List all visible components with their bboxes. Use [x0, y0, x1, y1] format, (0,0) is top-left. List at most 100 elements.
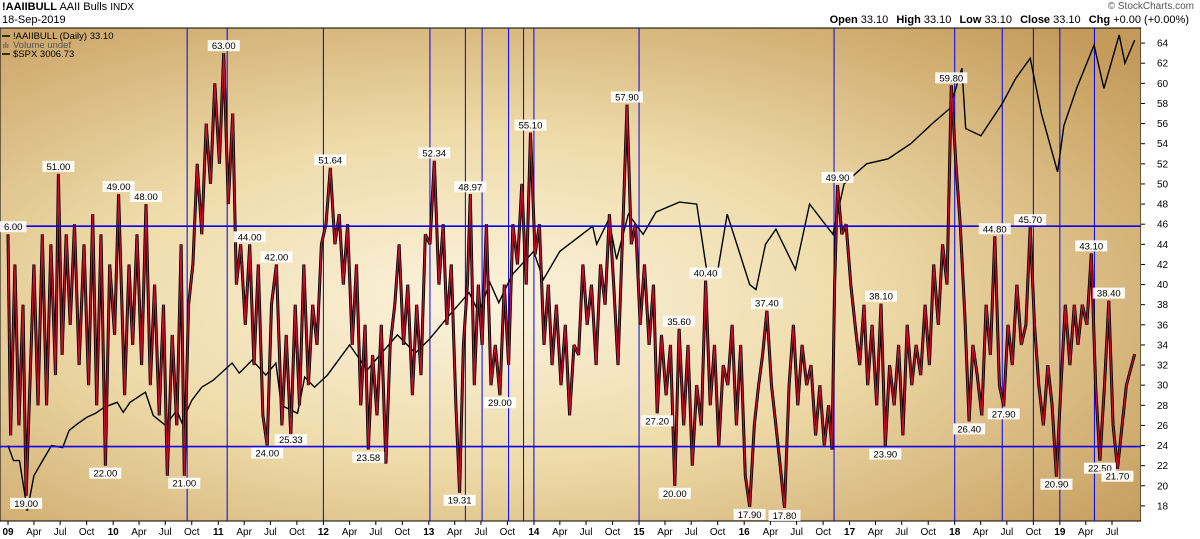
bulls-series-line — [7, 53, 1136, 508]
annotation-box — [1092, 287, 1125, 299]
y-tick-label: 30 — [1157, 381, 1169, 392]
annotation-box — [658, 487, 691, 499]
x-tick-label: Oct — [289, 527, 305, 538]
annotation-box — [935, 72, 968, 84]
value-annotation: 6.00 — [0, 221, 27, 233]
x-tick-label: Oct — [1026, 527, 1042, 538]
annotation-box — [0, 221, 27, 233]
value-annotation: 59.80 — [935, 72, 968, 84]
annotation-box — [514, 119, 547, 131]
annotation-box — [978, 223, 1011, 235]
annotation-label: 45.70 — [1018, 215, 1042, 226]
x-tick-label: Jul — [264, 527, 277, 538]
x-tick-label: Oct — [815, 527, 831, 538]
value-annotation: 23.90 — [869, 448, 902, 461]
x-tick-label: Jul — [1106, 527, 1119, 538]
value-annotation: 21.00 — [168, 477, 201, 490]
annotation-label: 21.70 — [1106, 472, 1130, 483]
annotation-label: 24.00 — [255, 449, 279, 460]
value-annotation: 35.60 — [663, 315, 696, 328]
value-annotation: 38.40 — [1092, 287, 1125, 300]
y-tick-label: 62 — [1157, 59, 1169, 70]
y-tick-label: 60 — [1157, 79, 1169, 90]
value-annotation: 26.40 — [953, 423, 986, 435]
value-annotation: 20.90 — [1040, 478, 1073, 491]
quote-value-low: 33.10 — [984, 14, 1016, 26]
annotation-label: 35.60 — [667, 317, 691, 328]
annotation-label: 27.20 — [645, 416, 669, 427]
annotation-label: 29.00 — [488, 398, 512, 409]
x-tick-label: 14 — [528, 527, 540, 538]
annotation-box — [1101, 470, 1134, 482]
annotation-box — [443, 494, 476, 506]
y-tick-label: 26 — [1157, 421, 1169, 432]
y-tick-label: 28 — [1157, 401, 1169, 412]
annotation-box — [610, 91, 643, 103]
annotation-label: 6.00 — [4, 222, 23, 233]
x-tick-label: Jul — [580, 527, 593, 538]
y-tick-label: 58 — [1157, 99, 1169, 110]
annotation-label: 59.80 — [939, 73, 963, 84]
annotation-label: 22.00 — [93, 469, 117, 480]
annotation-label: 20.00 — [663, 489, 687, 500]
annotation-box — [102, 181, 135, 193]
quote-value-close: 33.10 — [1053, 14, 1084, 26]
annotation-label: 51.00 — [47, 162, 71, 173]
annotation-box — [1075, 240, 1108, 252]
annotation-label: 44.80 — [983, 224, 1007, 235]
volume-bars-icon — [7, 44, 9, 48]
annotation-label: 17.80 — [773, 511, 797, 522]
x-tick-label: Apr — [552, 527, 568, 538]
annotation-label: 25.33 — [279, 435, 303, 446]
x-tick-label: Oct — [500, 527, 516, 538]
annotation-box — [768, 509, 801, 521]
y-tick-label: 50 — [1157, 179, 1169, 190]
value-annotation: 20.00 — [658, 487, 691, 500]
quote-bar: Open 33.10 High 33.10 Low 33.10 Close 33… — [830, 14, 1194, 26]
x-tick-label: 17 — [844, 527, 856, 538]
value-annotation: 45.70 — [1014, 214, 1047, 226]
annotation-box — [864, 290, 897, 302]
watermark-text: © StockCharts.com — [1107, 1, 1194, 12]
x-tick-label: Apr — [26, 527, 42, 538]
symbol-name: AAII Bulls — [59, 1, 108, 13]
y-tick-label: 44 — [1157, 240, 1169, 251]
quote-value-open: 33.10 — [860, 14, 892, 26]
annotation-box — [483, 397, 516, 409]
x-tick-label: Jul — [54, 527, 67, 538]
annotation-label: 43.10 — [1079, 241, 1103, 252]
y-tick-label: 36 — [1157, 320, 1169, 331]
annotation-box — [352, 451, 385, 463]
annotation-box — [689, 267, 722, 279]
value-annotation: 52.34 — [418, 147, 451, 159]
y-tick-label: 56 — [1157, 119, 1169, 130]
x-tick-label: Apr — [868, 527, 884, 538]
x-tick-label: Oct — [184, 527, 200, 538]
x-tick-label: 10 — [108, 527, 120, 538]
value-annotation: 43.10 — [1075, 240, 1108, 252]
annotation-box — [641, 415, 674, 427]
x-tick-label: 12 — [318, 527, 330, 538]
annotation-box — [260, 251, 293, 263]
quote-label-open: Open — [829, 14, 861, 26]
value-annotation: 27.20 — [641, 415, 674, 427]
x-tick-label: Oct — [79, 527, 95, 538]
x-tick-label: Apr — [131, 527, 147, 538]
quote-label-low: Low — [959, 14, 985, 26]
x-tick-label: Jul — [790, 527, 803, 538]
chart-date: 18-Sep-2019 — [2, 14, 66, 26]
value-annotation: 48.97 — [454, 181, 487, 193]
y-tick-label: 64 — [1157, 39, 1169, 50]
value-annotation: 17.90 — [733, 508, 766, 521]
value-annotation: 51.00 — [42, 160, 75, 173]
value-annotation: 19.31 — [443, 494, 476, 507]
x-tick-label: Apr — [657, 527, 673, 538]
annotation-box — [10, 497, 43, 509]
y-tick-label: 32 — [1157, 361, 1169, 372]
annotation-box — [42, 160, 75, 172]
annotation-label: 23.90 — [873, 450, 897, 461]
quote-label-high: High — [896, 14, 924, 26]
value-annotation: 24.00 — [251, 447, 284, 460]
annotation-box — [314, 154, 347, 166]
